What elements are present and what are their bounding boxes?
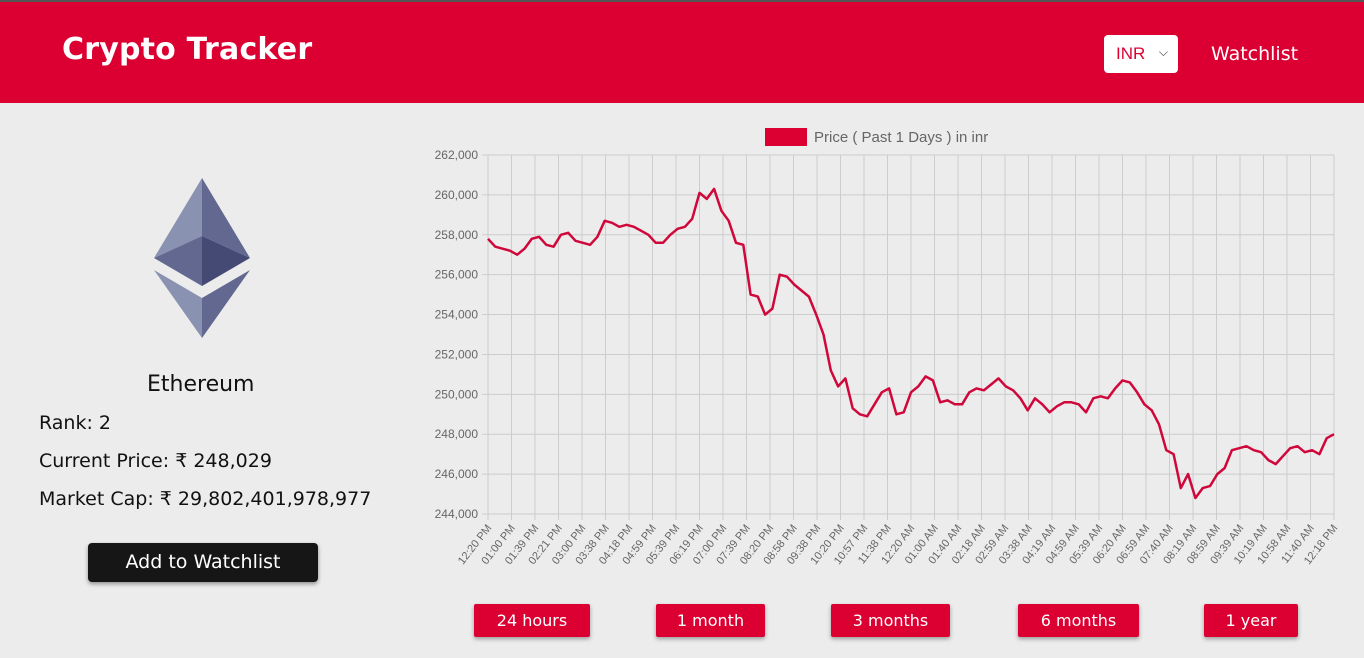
current-price-value: ₹ 248,029: [175, 450, 272, 472]
range-button-1-year[interactable]: 1 year: [1204, 604, 1298, 637]
watchlist-button[interactable]: Watchlist: [1211, 43, 1299, 65]
rank-label: Rank:: [39, 412, 93, 434]
currency-select[interactable]: INR ⌵: [1104, 35, 1178, 73]
y-tick-label: 252,000: [435, 347, 479, 361]
y-tick-label: 256,000: [435, 268, 479, 282]
add-to-watchlist-button[interactable]: Add to Watchlist: [88, 543, 318, 582]
y-tick-label: 254,000: [435, 308, 479, 322]
currency-value: INR: [1116, 44, 1146, 63]
rank-value: 2: [98, 412, 112, 434]
app-title[interactable]: Crypto Tracker: [62, 32, 313, 67]
range-button-24-hours[interactable]: 24 hours: [474, 604, 590, 637]
price-chart: Price ( Past 1 Days ) in inr 262,000 260,0…: [435, 128, 1340, 567]
y-tick-label: 260,000: [435, 188, 479, 202]
market-cap-label: Market Cap:: [39, 488, 154, 510]
price-line: [487, 187, 1335, 500]
legend-swatch: [765, 128, 807, 146]
window-top-border: [0, 0, 1364, 2]
y-tick-label: 246,000: [435, 467, 479, 481]
rank-row: Rank: 2: [39, 412, 111, 434]
market-cap-row: Market Cap: ₹ 29,802,401,978,977: [39, 488, 371, 510]
current-price-row: Current Price: ₹ 248,029: [39, 450, 272, 472]
coin-name: Ethereum: [147, 372, 255, 397]
current-price-label: Current Price:: [39, 450, 170, 472]
ethereum-logo-icon: [154, 178, 250, 338]
chevron-down-icon: ⌵: [1158, 45, 1168, 59]
range-button-6-months[interactable]: 6 months: [1018, 604, 1139, 637]
legend-label: Price ( Past 1 Days ) in inr: [814, 129, 988, 146]
range-button-3-months[interactable]: 3 months: [831, 604, 950, 637]
y-tick-label: 258,000: [435, 228, 479, 242]
market-cap-value: ₹ 29,802,401,978,977: [159, 488, 372, 510]
app-header: Crypto Tracker INR ⌵ Watchlist: [0, 2, 1364, 103]
y-tick-label: 262,000: [435, 148, 479, 162]
range-button-1-month[interactable]: 1 month: [656, 604, 765, 637]
y-tick-label: 244,000: [435, 507, 479, 521]
y-tick-label: 248,000: [435, 427, 479, 441]
y-tick-label: 250,000: [435, 387, 479, 401]
